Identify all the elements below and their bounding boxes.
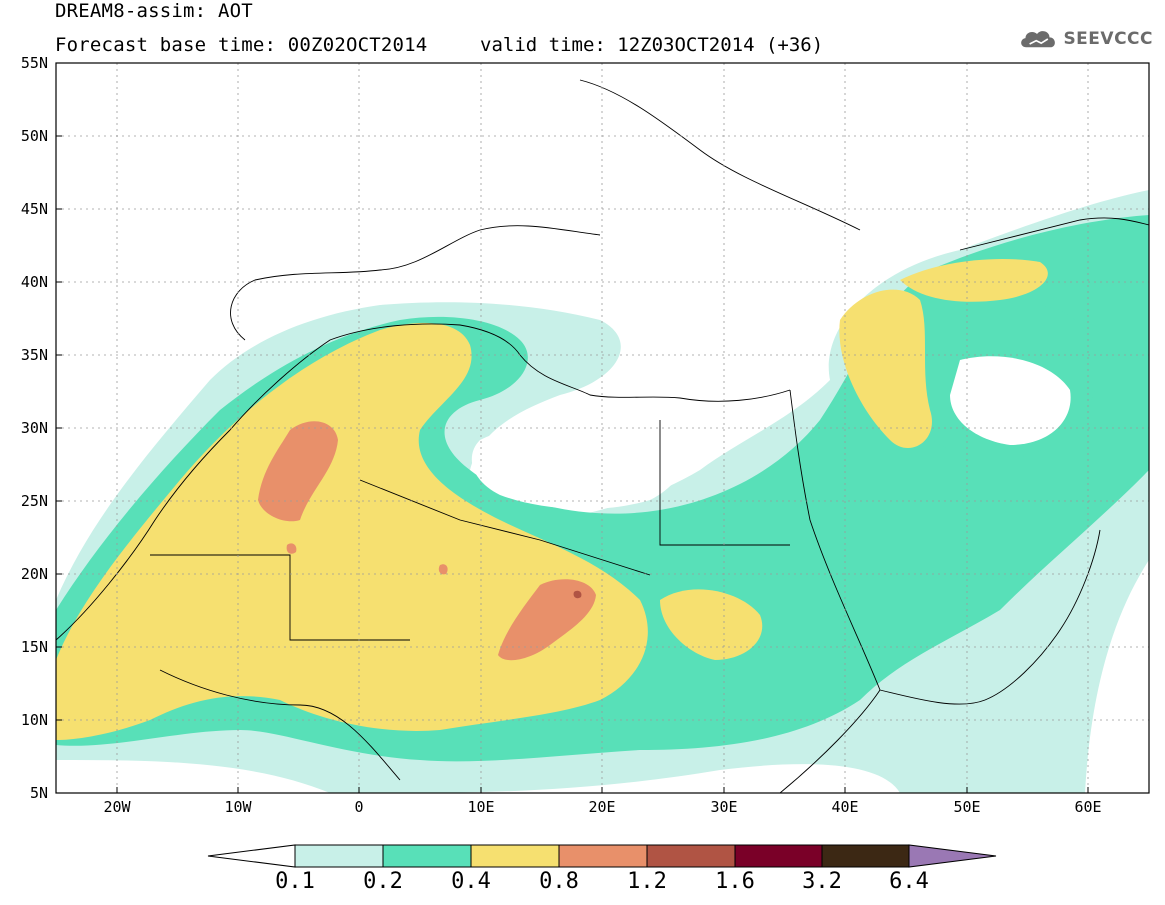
lat-label: 25N — [21, 492, 48, 510]
colorbar-swatch — [821, 844, 910, 868]
valid-time-label: valid time: 12Z03OCT2014 (+36) — [480, 34, 824, 56]
lon-labels: 20W 10W 0 10E 20E 30E 40E 50E 60E — [103, 798, 1101, 816]
lon-label: 50E — [953, 798, 980, 816]
aot-low-arabia — [950, 356, 1071, 445]
colorbar-level: 3.2 — [802, 869, 842, 894]
lon-label: 0 — [354, 798, 363, 816]
colorbar-swatch — [470, 844, 560, 868]
aot-band-1-2 — [573, 590, 582, 599]
seevccc-logo: SEEVCCC — [1018, 23, 1153, 55]
lon-label: 20W — [103, 798, 131, 816]
aot-band-0-4 — [56, 259, 1048, 740]
colorbar-level: 0.4 — [451, 869, 491, 894]
colorbar-level: 6.4 — [889, 869, 929, 894]
colorbar-level: 1.2 — [627, 869, 667, 894]
colorbar-level: 1.6 — [715, 869, 755, 894]
colorbar-level: 0.1 — [275, 869, 315, 894]
lon-label: 10W — [224, 798, 252, 816]
colorbar-swatch — [294, 844, 384, 868]
cloud-icon — [1021, 31, 1055, 48]
colorbar-low-arrow — [207, 844, 296, 868]
lon-label: 40E — [831, 798, 858, 816]
lon-label: 60E — [1074, 798, 1101, 816]
colorbar-swatch — [646, 844, 736, 868]
gridlines — [56, 63, 1149, 793]
lat-label: 50N — [21, 127, 48, 145]
colorbar-swatch — [558, 844, 648, 868]
lat-label: 55N — [21, 54, 48, 72]
colorbar-swatch — [734, 844, 823, 868]
colorbar-high-arrow — [908, 844, 997, 868]
aot-band-0-8 — [258, 421, 596, 661]
lon-label: 20E — [588, 798, 615, 816]
lat-label: 5N — [30, 784, 48, 802]
aot-low-libya — [471, 416, 686, 510]
title-line-1: DREAM8-assim: AOT — [55, 0, 253, 22]
logo-text: SEEVCCC — [1063, 29, 1153, 49]
lat-labels: 55N 50N 45N 40N 35N 30N 25N 20N 15N 10N … — [21, 54, 48, 802]
title-line-2: Forecast base time: 00Z02OCT2014 — [55, 34, 428, 56]
colorbar-swatch — [382, 844, 472, 868]
aot-field — [56, 190, 1149, 793]
lat-label: 20N — [21, 565, 48, 583]
colorbar — [207, 844, 997, 868]
lat-label: 30N — [21, 419, 48, 437]
colorbar-level: 0.2 — [363, 869, 403, 894]
coastlines — [56, 79, 1149, 793]
lon-label: 30E — [710, 798, 737, 816]
axis-ticks — [56, 62, 1089, 794]
lat-label: 15N — [21, 638, 48, 656]
lat-label: 40N — [21, 273, 48, 291]
lon-label: 10E — [467, 798, 494, 816]
lat-label: 35N — [21, 346, 48, 364]
lat-label: 10N — [21, 711, 48, 729]
colorbar-level: 0.8 — [539, 869, 579, 894]
lat-label: 45N — [21, 200, 48, 218]
